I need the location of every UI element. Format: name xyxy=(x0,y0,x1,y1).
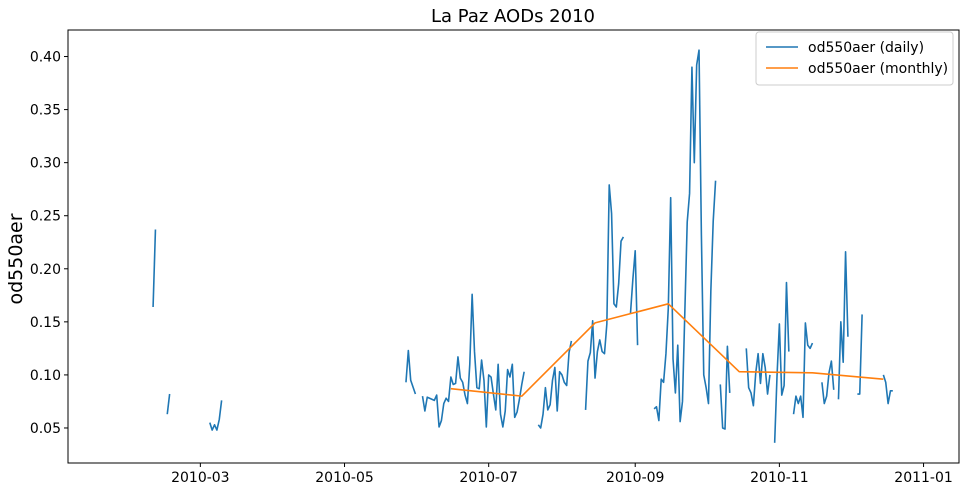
series-line-segment xyxy=(653,49,717,423)
plot-lines xyxy=(152,49,893,443)
series-line-segment xyxy=(166,393,171,415)
series-monthly xyxy=(450,303,884,397)
y-tick-label: 0.20 xyxy=(30,262,61,278)
y-tick-label: 0.35 xyxy=(30,103,61,119)
series-line-segment xyxy=(584,184,625,410)
series-daily xyxy=(152,49,893,443)
x-tick-label: 2010-07 xyxy=(459,470,518,486)
x-tick-label: 2010-03 xyxy=(171,470,230,486)
y-axis-label: od550aer xyxy=(5,213,27,304)
y-tick-label: 0.10 xyxy=(30,368,61,384)
series-line-segment xyxy=(773,281,790,443)
series-line-segment xyxy=(629,249,639,346)
legend: od550aer (daily) od550aer (monthly) xyxy=(755,31,954,86)
series-line-segment xyxy=(821,360,835,405)
series-line-segment xyxy=(152,229,157,308)
y-tick-label: 0.05 xyxy=(30,421,61,437)
x-axis: 2010-03 2010-05 2010-07 2010-09 2010-11 2011-… xyxy=(171,463,953,486)
series-line-segment xyxy=(792,322,814,419)
series-line-segment xyxy=(857,314,863,395)
series-line-segment xyxy=(421,293,525,428)
legend-frame xyxy=(755,31,954,86)
x-tick-label: 2010-11 xyxy=(750,470,809,486)
legend-label-daily: od550aer (daily) xyxy=(808,40,924,56)
y-tick-label: 0.25 xyxy=(30,209,61,225)
y-tick-label: 0.40 xyxy=(30,50,61,66)
series-line-segment xyxy=(745,348,771,407)
x-tick-label: 2010-09 xyxy=(606,470,665,486)
series-line-segment xyxy=(405,349,417,395)
series-line-segment xyxy=(209,400,223,431)
x-tick-label: 2011-01 xyxy=(894,470,953,486)
x-tick-label: 2010-05 xyxy=(315,470,374,486)
chart-title: La Paz AODs 2010 xyxy=(431,6,595,27)
series-line-segment xyxy=(450,303,884,397)
plot-frame xyxy=(67,29,960,464)
y-axis: 0.05 0.10 0.15 0.20 0.25 0.30 0.35 0.40 xyxy=(30,50,68,437)
series-line-segment xyxy=(837,251,849,400)
series-line-segment xyxy=(882,374,893,405)
y-tick-label: 0.30 xyxy=(30,156,61,172)
legend-label-monthly: od550aer (monthly) xyxy=(808,61,948,77)
y-tick-label: 0.15 xyxy=(30,315,61,331)
series-line-segment xyxy=(537,340,573,429)
